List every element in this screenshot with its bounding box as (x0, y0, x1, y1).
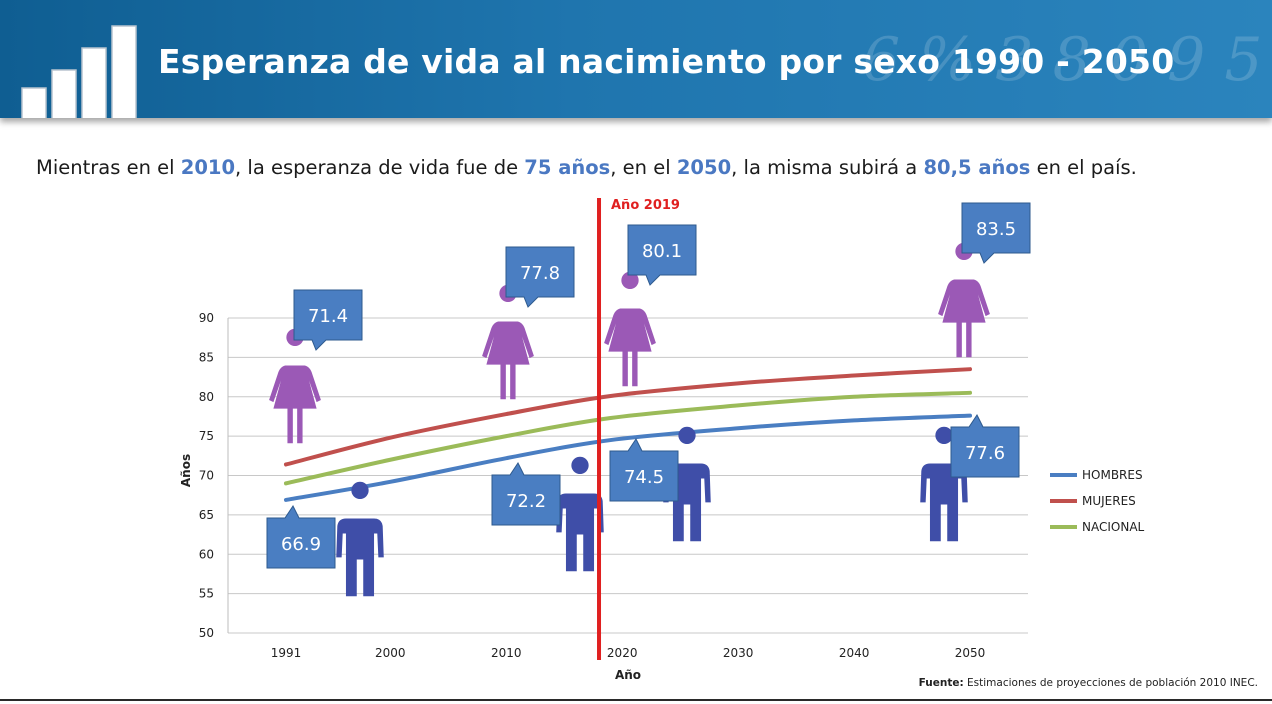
summary-part: , la esperanza de vida fue de (235, 156, 525, 179)
source-text: Estimaciones de proyecciones de població… (963, 677, 1258, 689)
y-tick-label: 60 (199, 547, 214, 561)
summary-part: , la misma subirá a (731, 156, 924, 179)
x-tick-label: 2020 (607, 646, 638, 660)
y-axis-title: Años (179, 454, 193, 487)
source-note: Fuente: Estimaciones de proyecciones de … (919, 677, 1258, 689)
man-icon (556, 456, 604, 572)
summary-part: en el país. (1030, 156, 1137, 179)
summary-highlight: 2050 (676, 156, 732, 179)
bar-chart-logo-icon (21, 25, 137, 118)
callout-box (293, 289, 363, 351)
y-tick-label: 90 (199, 311, 214, 325)
x-tick-label: 2040 (839, 646, 870, 660)
y-tick-label: 85 (199, 350, 214, 364)
year-marker-label: Año 2019 (611, 198, 680, 213)
x-tick-label: 2050 (955, 646, 986, 660)
summary-highlight: 2010 (180, 156, 236, 179)
woman-icon (938, 242, 990, 358)
x-tick-label: 1991 (271, 646, 302, 660)
x-tick-label: 2010 (491, 646, 522, 660)
summary-part: Mientras en el (36, 156, 181, 179)
x-tick-label: 2000 (375, 646, 406, 660)
callout-box (627, 224, 697, 286)
legend-label-hombres: HOMBRES (1082, 468, 1143, 482)
y-tick-label: 55 (199, 587, 214, 601)
woman-icon (604, 271, 656, 387)
man-icon (336, 481, 384, 597)
x-tick-label: 2030 (723, 646, 754, 660)
source-label: Fuente: (918, 677, 964, 689)
callout-box (505, 246, 575, 308)
decor-digits-text: 6 % 3 8 0 9 5 4 2 7 1 (862, 25, 1272, 95)
callout-value: 71.4 (308, 306, 348, 327)
series-line-mujeres (283, 367, 973, 467)
life-expectancy-chart: 50 55 60 65 70 75 80 85 90 1991 2000 2010 2020 2030 20… (179, 198, 1145, 680)
callout-value: 74.5 (624, 467, 664, 488)
legend-label-nacional: NACIONAL (1082, 520, 1145, 534)
summary-highlight: 75 años (524, 156, 611, 179)
woman-icon (269, 328, 321, 444)
legend-label-mujeres: MUJERES (1082, 494, 1136, 508)
man-icon (920, 426, 968, 542)
y-tick-label: 65 (199, 508, 214, 522)
callout-box (609, 438, 679, 502)
callout-box (491, 462, 561, 526)
callout-box (266, 505, 336, 569)
series-line-hombres (283, 413, 973, 502)
header-banner: 6 % 3 8 0 9 5 4 2 7 1 Esperanza de vida … (0, 0, 1272, 118)
woman-icon (482, 284, 534, 400)
callout-value: 83.5 (976, 219, 1016, 240)
series-line-nacional (283, 390, 973, 486)
summary-part: , en el (610, 156, 677, 179)
callout-box (961, 202, 1031, 264)
callout-box (950, 414, 1020, 478)
y-tick-label: 50 (199, 626, 214, 640)
bottom-divider (0, 699, 1272, 701)
summary-text: Mientras en el 2010, la esperanza de vid… (36, 156, 1137, 179)
callout-value: 72.2 (506, 491, 546, 512)
callout-value: 80.1 (642, 241, 682, 262)
callout-value: 77.8 (520, 263, 560, 284)
y-tick-label: 75 (199, 429, 214, 443)
x-axis-title: Año (615, 668, 641, 680)
y-tick-label: 80 (199, 390, 214, 404)
callout-value: 66.9 (281, 534, 321, 555)
decorative-digits-icon: 6 % 3 8 0 9 5 4 2 7 1 (862, 25, 1272, 95)
page-title: Esperanza de vida al nacimiento por sexo… (158, 42, 1175, 81)
callout-value: 77.6 (965, 443, 1005, 464)
summary-highlight: 80,5 años (923, 156, 1031, 179)
man-icon (663, 426, 711, 542)
y-tick-label: 70 (199, 469, 214, 483)
